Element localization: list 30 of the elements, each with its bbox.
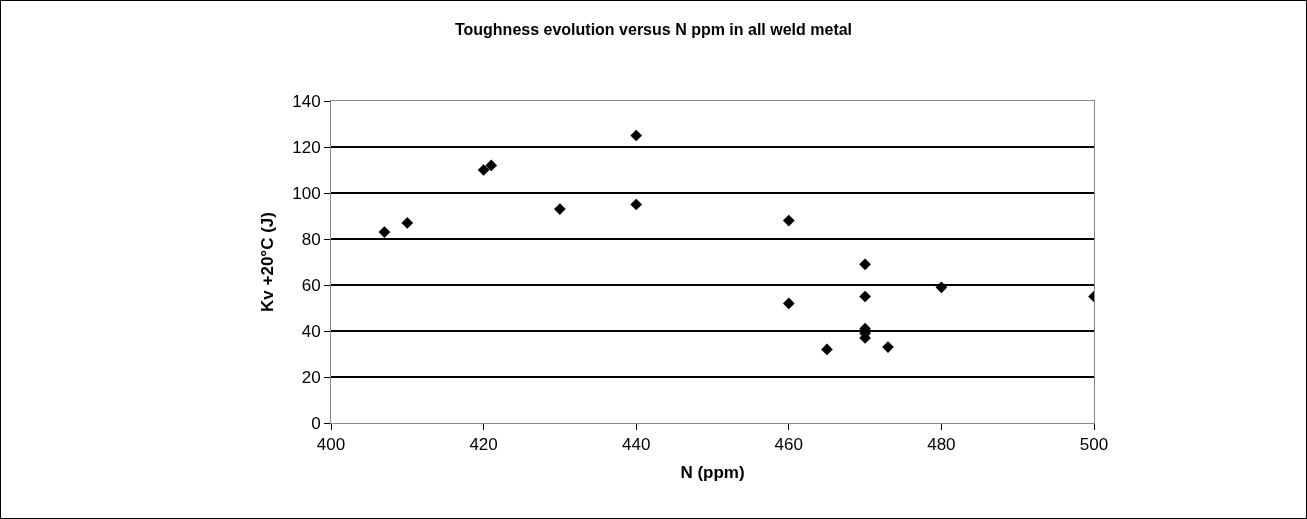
x-tick-label: 420 [469, 435, 498, 455]
y-tick-label: 40 [301, 321, 321, 341]
x-axis-title: N (ppm) [680, 462, 745, 482]
point [859, 258, 871, 271]
chart-title: Toughness evolution versus N ppm in all weld metal [454, 21, 853, 39]
point [401, 217, 414, 229]
point [859, 290, 871, 303]
y-tick-label: 120 [292, 137, 321, 157]
point [630, 198, 643, 211]
x-tick-label: 480 [927, 435, 956, 455]
point [554, 203, 566, 215]
x-tick-label: 460 [774, 435, 803, 455]
x-tick-label: 400 [316, 435, 346, 455]
point [821, 343, 833, 356]
point [630, 129, 643, 142]
y-tick-label: 100 [292, 183, 321, 203]
point [782, 214, 795, 227]
y-tick-label: 0 [311, 413, 321, 433]
x-tick-label: 500 [1079, 435, 1109, 455]
x-tick-label: 440 [622, 435, 651, 455]
point [477, 164, 490, 176]
y-tick-label: 140 [292, 91, 321, 111]
point [935, 281, 948, 294]
y-axis-title: Kv +20°C (J) [257, 212, 277, 312]
y-tick-label: 20 [301, 367, 321, 387]
y-tick-label: 80 [301, 229, 321, 249]
point [485, 159, 498, 172]
y-tick-label: 60 [301, 275, 321, 295]
point [782, 297, 795, 310]
point [378, 226, 391, 238]
